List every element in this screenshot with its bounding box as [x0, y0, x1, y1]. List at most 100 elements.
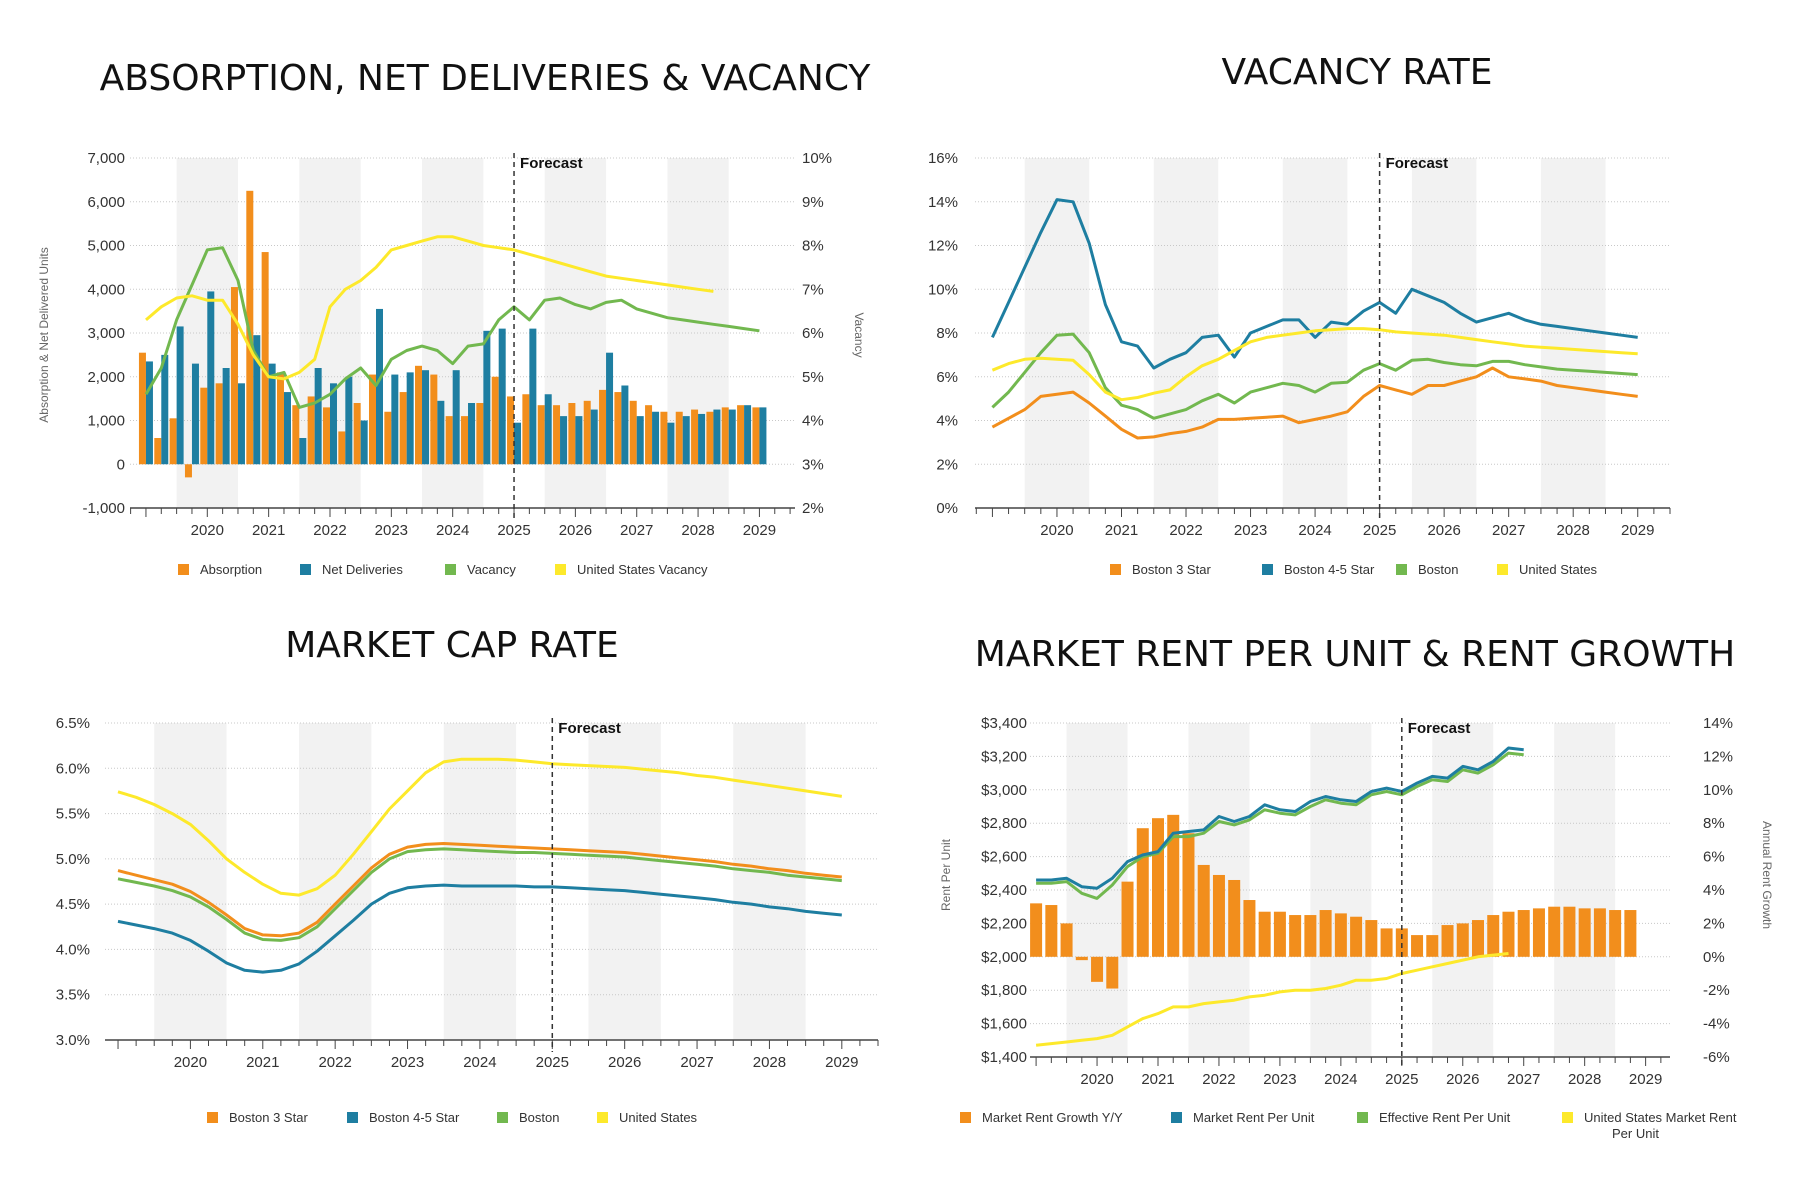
bar-rent-growth: [1624, 910, 1637, 957]
bar-absorption: [522, 394, 530, 465]
forecast-label: Forecast: [520, 155, 583, 172]
series-line-market-rent-per-unit: [1036, 746, 1524, 890]
bar-net-deliveries: [713, 409, 721, 465]
series-line-effective-rent-per-unit: [1036, 751, 1524, 900]
bar-rent-growth: [1365, 920, 1378, 957]
y-tick-label: 3.5%: [56, 987, 90, 1004]
bar-net-deliveries: [391, 374, 399, 465]
bar-absorption: [154, 438, 162, 465]
legend-swatch: [1171, 1112, 1182, 1123]
year-band: [443, 723, 517, 1040]
y2-axis-label: Vacancy: [852, 312, 866, 357]
legend-swatch: [1262, 564, 1273, 575]
x-tick-label: 2023: [375, 522, 408, 539]
bar-absorption: [322, 407, 330, 465]
bar-absorption: [737, 405, 745, 465]
legend-swatch: [960, 1112, 971, 1123]
chart-vacancy-rate: VACANCY RATE 16% 14% 12% 10% 8% 6% 4% 2% 0% 2020 2…: [928, 52, 1671, 577]
legend-label: Net Deliveries: [322, 562, 403, 577]
y-tick-label: 14%: [928, 194, 958, 211]
bar-absorption: [169, 418, 177, 465]
bar-rent-growth: [1548, 906, 1561, 957]
bar-absorption: [461, 416, 469, 465]
y2-tick-label: 10%: [1703, 782, 1733, 799]
bar-absorption: [614, 392, 622, 465]
chart-title: MARKET RENT PER UNIT & RENT GROWTH: [975, 634, 1735, 675]
legend-swatch: [555, 564, 566, 575]
y2-tick-label: -4%: [1703, 1016, 1730, 1033]
y-tick-label: 7,000: [87, 150, 125, 167]
bar-absorption: [445, 416, 453, 465]
bar-net-deliveries: [237, 383, 245, 465]
x-tick-label: 2021: [1105, 522, 1138, 539]
bar-absorption: [292, 405, 300, 465]
legend-label: Effective Rent Per Unit: [1379, 1110, 1511, 1125]
bar-absorption: [353, 403, 361, 465]
series-line-united-states-vacancy: [145, 235, 714, 381]
legend-swatch: [1357, 1112, 1368, 1123]
bar-net-deliveries: [575, 416, 583, 465]
legend-label: United States Vacancy: [577, 562, 708, 577]
bar-absorption: [338, 431, 346, 465]
bar-rent-growth: [1152, 818, 1164, 957]
x-tick-label: 2023: [1234, 522, 1267, 539]
x-tick-label: 2022: [1202, 1071, 1235, 1088]
bar-rent-growth: [1182, 833, 1195, 957]
y-tick-label: 4.0%: [56, 941, 90, 958]
bar-net-deliveries: [161, 354, 169, 465]
bar-net-deliveries: [452, 370, 460, 465]
bar-rent-growth: [1167, 814, 1180, 957]
x-tick-label: 2022: [1169, 522, 1202, 539]
x-tick-label: 2029: [825, 1054, 858, 1071]
x-tick-label: 2023: [391, 1054, 424, 1071]
y2-tick-label: 6%: [1703, 849, 1725, 866]
y2-tick-label: 6%: [802, 325, 824, 342]
y-tick-label: $2,400: [981, 882, 1027, 899]
y-tick-label: 5,000: [87, 238, 125, 255]
forecast-label: Forecast: [1408, 720, 1471, 737]
bar-absorption: [307, 396, 315, 465]
bar-rent-growth: [1502, 911, 1515, 957]
x-tick-label: 2028: [1568, 1071, 1601, 1088]
bar-net-deliveries: [606, 352, 614, 465]
legend-label: Boston 4-5 Star: [369, 1110, 460, 1125]
legend-swatch: [207, 1112, 218, 1123]
y-tick-label: $2,800: [981, 815, 1027, 832]
x-tick-label: 2026: [608, 1054, 641, 1071]
y-axis-label: Absorption & Net Delivered Units: [37, 247, 51, 422]
y-tick-label: 2,000: [87, 369, 125, 386]
bar-net-deliveries: [176, 326, 184, 465]
legend-swatch: [1562, 1112, 1573, 1123]
bar-net-deliveries: [468, 403, 476, 465]
x-tick-label: 2027: [1507, 1071, 1540, 1088]
series-line-united-states-market-rent-per-unit: [1035, 952, 1509, 1047]
x-tick-label: 2028: [681, 522, 714, 539]
year-band: [588, 723, 661, 1040]
x-tick-label: 2025: [536, 1054, 569, 1071]
y-tick-label: $1,600: [981, 1016, 1027, 1033]
series-line-boston-4-5-star: [117, 883, 842, 974]
legend-label: Market Rent Per Unit: [1193, 1110, 1315, 1125]
y-tick-label: $3,200: [981, 748, 1027, 765]
bar-rent-growth: [1563, 906, 1576, 957]
bar-rent-growth: [1136, 828, 1149, 957]
bar-absorption: [537, 405, 545, 465]
series-line-boston-4-5-star: [991, 198, 1638, 370]
bar-absorption: [752, 407, 760, 465]
chart-market-rent-per-unit-rent-growth: MARKET RENT PER UNIT & RENT GROWTH $3,40…: [939, 634, 1774, 1141]
bar-net-deliveries: [560, 416, 568, 465]
bar-absorption: [507, 396, 515, 465]
x-tick-label: 2024: [1324, 1071, 1357, 1088]
legend-swatch: [1497, 564, 1508, 575]
legend-label: United States: [1519, 562, 1598, 577]
bar-net-deliveries: [283, 392, 291, 465]
series-line-united-states: [117, 757, 843, 897]
bar-rent-growth: [1593, 908, 1606, 957]
bar-absorption: [553, 405, 561, 465]
bar-net-deliveries: [314, 368, 322, 465]
y2-tick-label: 4%: [1703, 882, 1725, 899]
bar-net-deliveries: [345, 376, 353, 465]
x-tick-label: 2026: [1446, 1071, 1479, 1088]
x-tick-label: 2027: [620, 522, 653, 539]
bar-rent-growth: [1060, 923, 1073, 957]
